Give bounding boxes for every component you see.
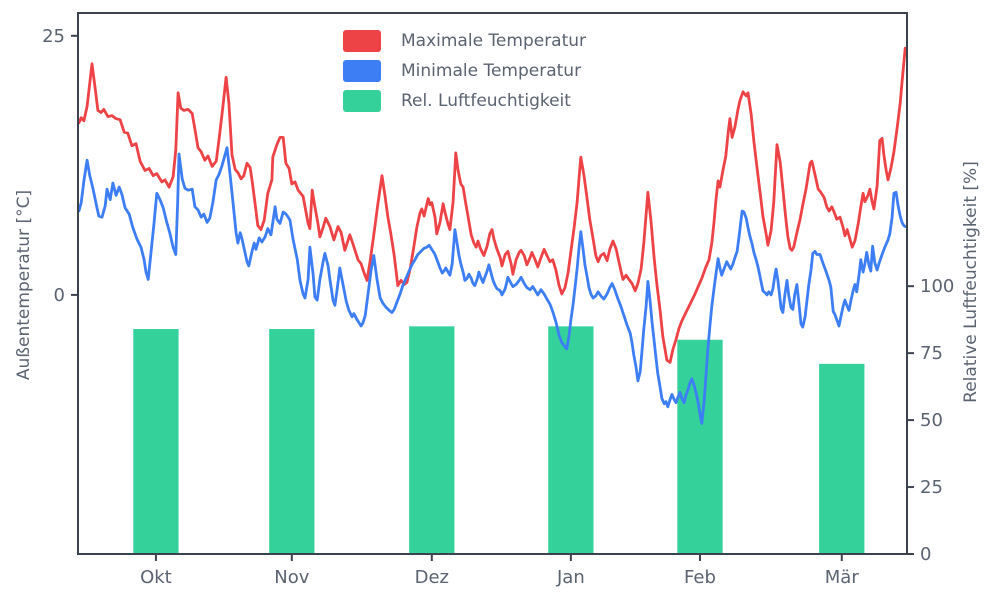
humidity-bar bbox=[409, 326, 455, 554]
max-temp-line bbox=[77, 46, 907, 364]
y-axis-label-temperature: Außentemperatur [°C] bbox=[14, 189, 34, 381]
y-right-tick-label: 25 bbox=[920, 477, 943, 498]
humidity-bar bbox=[677, 339, 723, 554]
legend-swatch-icon bbox=[343, 60, 381, 82]
x-tick-label: Feb bbox=[684, 567, 716, 588]
x-tick-label: Okt bbox=[140, 567, 172, 588]
legend-swatch-icon bbox=[343, 30, 381, 52]
y-left-tick-label: 25 bbox=[42, 26, 65, 47]
legend-swatch-icon bbox=[343, 90, 381, 112]
x-tick-label: Mär bbox=[825, 567, 860, 588]
y-right-tick-label: 50 bbox=[920, 410, 943, 431]
humidity-bar bbox=[133, 329, 179, 554]
x-tick-label: Jan bbox=[556, 567, 585, 588]
plot-frame bbox=[77, 12, 908, 555]
min-temp-line bbox=[77, 146, 907, 425]
x-tick-label: Nov bbox=[274, 567, 309, 588]
legend-item: Maximale Temperatur bbox=[343, 30, 586, 52]
y-axis-label-humidity: Relative Luftfeuchtigkeit [%] bbox=[961, 161, 981, 403]
humidity-bar bbox=[269, 329, 315, 554]
legend-item: Minimale Temperatur bbox=[343, 60, 586, 82]
y-left-tick-label: 0 bbox=[54, 285, 65, 306]
humidity-bar bbox=[819, 363, 865, 554]
legend-label: Maximale Temperatur bbox=[401, 31, 587, 51]
legend-label: Minimale Temperatur bbox=[401, 61, 582, 81]
legend-label: Rel. Luftfeuchtigkeit bbox=[401, 91, 571, 111]
humidity-bar bbox=[548, 326, 594, 554]
legend: Maximale Temperatur Minimale Temperatur Re… bbox=[343, 30, 586, 112]
legend-item: Rel. Luftfeuchtigkeit bbox=[343, 90, 586, 112]
y-right-tick-label: 75 bbox=[920, 343, 943, 364]
y-right-tick-label: 100 bbox=[920, 276, 954, 297]
y-right-tick-label: 0 bbox=[920, 544, 931, 565]
x-tick-label: Dez bbox=[415, 567, 449, 588]
